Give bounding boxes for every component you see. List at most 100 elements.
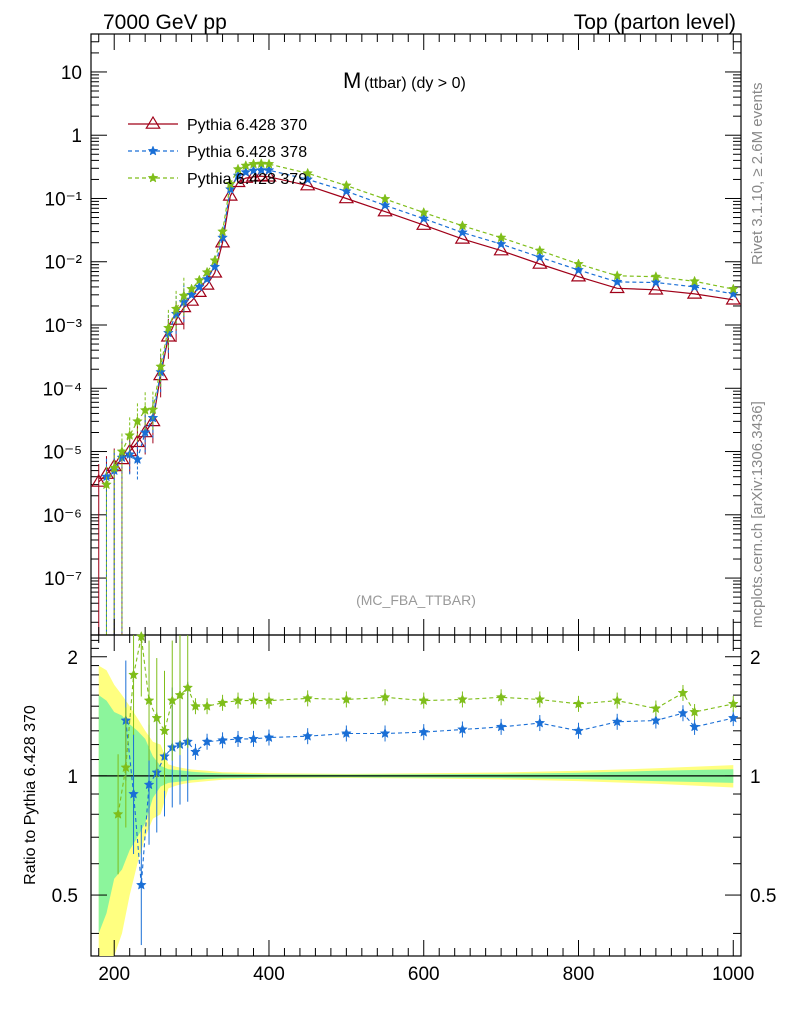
series-marker-0 — [570, 268, 587, 282]
ratio-marker-1 — [143, 694, 155, 706]
ratio-marker-0 — [248, 733, 259, 744]
ratio-marker-0 — [650, 714, 662, 726]
ratio-marker-0 — [340, 727, 352, 739]
header-right: Top (parton level) — [574, 11, 736, 34]
series-marker-1 — [379, 199, 391, 210]
legend-marker-2 — [147, 172, 159, 183]
series-marker-0 — [299, 177, 316, 191]
series-marker-2 — [162, 322, 174, 333]
series-marker-1 — [340, 185, 352, 196]
series-marker-2 — [124, 429, 136, 440]
ratio-marker-1 — [302, 692, 314, 703]
ratio-marker-1 — [120, 761, 132, 773]
ratio-marker-1 — [689, 706, 700, 717]
series-marker-0 — [183, 292, 200, 306]
ratio-marker-1 — [650, 702, 662, 714]
series-marker-1 — [689, 281, 700, 292]
ratio-marker-1 — [727, 698, 739, 709]
series-marker-1 — [457, 226, 468, 238]
series-line-1 — [106, 169, 734, 478]
ratio-uncertainty-band — [91, 665, 741, 956]
ratio-marker-0 — [495, 721, 507, 732]
series-marker-2 — [209, 254, 221, 266]
ratio-marker-0 — [689, 721, 700, 732]
series-marker-1 — [186, 289, 198, 300]
legend-marker-1 — [147, 145, 159, 156]
series-marker-0 — [261, 168, 277, 182]
ratio-marker-1 — [534, 693, 546, 705]
series-marker-1 — [418, 212, 430, 224]
series-marker-2 — [132, 415, 143, 426]
ratio-marker-0 — [727, 712, 739, 723]
series-marker-2 — [263, 158, 275, 169]
ratio-y-label: Ratio to Pythia 6.428 370 — [22, 705, 39, 885]
series-marker-2 — [178, 290, 190, 301]
series-marker-0 — [416, 216, 432, 230]
series-marker-1 — [611, 276, 623, 287]
ratio-marker-1 — [217, 697, 228, 708]
series-marker-1 — [217, 232, 228, 243]
ratio-marker-1 — [418, 694, 430, 706]
series-marker-1 — [302, 173, 314, 185]
series-marker-0 — [648, 281, 664, 295]
ratio-marker-1 — [174, 689, 186, 700]
ratio-marker-1 — [166, 694, 178, 706]
series-marker-2 — [611, 270, 623, 281]
legend-label-1: Pythia 6.428 378 — [187, 144, 307, 161]
ratio-y-tick-label: 2 — [67, 648, 78, 669]
series-marker-1 — [139, 426, 151, 438]
series-marker-2 — [147, 403, 159, 415]
ratio-marker-1 — [611, 694, 623, 706]
ratio-marker-1 — [573, 698, 584, 709]
series-marker-0 — [245, 168, 262, 182]
mcplots-label: mcplots.cern.ch [arXiv:1306.3436] — [749, 401, 766, 628]
series-marker-1 — [727, 288, 739, 299]
series-marker-2 — [650, 271, 662, 282]
series-marker-2 — [255, 158, 267, 169]
series-marker-2 — [101, 478, 112, 490]
ratio-marker-1 — [495, 691, 507, 702]
series-marker-2 — [727, 283, 739, 294]
series-marker-2 — [155, 360, 167, 372]
ratio-marker-1 — [232, 694, 244, 706]
legend-marker-0 — [145, 115, 161, 129]
series-marker-0 — [493, 242, 509, 256]
series-marker-0 — [91, 473, 107, 487]
rivet-label: Rivet 3.1.10, ≥ 2.6M events — [749, 83, 766, 266]
series-marker-0 — [338, 190, 355, 204]
series-marker-0 — [199, 276, 215, 290]
series-marker-2 — [457, 220, 468, 231]
series-marker-1 — [232, 169, 244, 181]
plot-title-sub: (ttbar) (dy > 0) — [364, 75, 466, 92]
ratio-marker-1 — [248, 694, 259, 706]
series-marker-1 — [224, 183, 236, 194]
main-panel: 10⁻⁷ 10⁻⁶ 10⁻⁵ 10⁻⁴ 10⁻³ 10⁻² 10⁻¹ 1 10 M (ttbar… — [43, 33, 742, 636]
series-marker-0 — [532, 255, 548, 269]
ratio-y-tick-label-right: 0.5 — [750, 886, 776, 907]
ratio-marker-0 — [302, 730, 314, 741]
series-marker-2 — [340, 179, 352, 191]
ratio-marker-0 — [534, 717, 546, 728]
plot-title-main: M — [343, 68, 361, 93]
ratio-marker-0 — [677, 707, 689, 718]
ratio-marker-0 — [263, 731, 275, 743]
series-line-2 — [105, 163, 734, 485]
ratio-marker-0 — [190, 746, 201, 757]
x-axis: 200 400 600 800 1000 — [98, 34, 754, 985]
ratio-marker-0 — [232, 733, 244, 744]
analysis-watermark: (MC_FBA_TTBAR) — [356, 592, 476, 608]
main-y-tick-label: 10⁻² — [45, 253, 83, 274]
header-left: 7000 GeV pp — [103, 11, 227, 34]
ratio-marker-0 — [379, 727, 391, 739]
series-marker-1 — [132, 453, 143, 465]
x-tick-label: 400 — [253, 964, 285, 985]
series-marker-0 — [377, 203, 393, 217]
series-marker-1 — [193, 281, 205, 292]
series-marker-1 — [209, 261, 221, 272]
ratio-y-tick-label-right: 2 — [750, 648, 761, 669]
ratio-marker-1 — [457, 693, 468, 705]
series-marker-2 — [224, 178, 236, 189]
ratio-marker-1 — [128, 669, 139, 680]
series-marker-2 — [240, 160, 252, 171]
